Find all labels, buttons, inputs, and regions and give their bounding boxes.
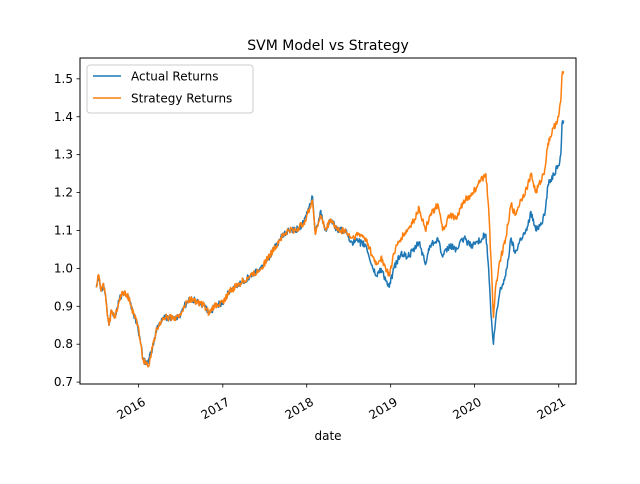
y-tick-label: 1.5 [54,72,73,86]
y-axis: 0.7 0.8 0.9 1.0 1.1 1.2 1.3 1.4 1.5 [54,72,80,389]
series-line-strategy-returns [95,70,565,368]
y-tick-label: 1.2 [54,186,73,200]
legend-label-strategy-returns: Strategy Returns [131,92,232,106]
y-tick-label: 1.3 [54,148,73,162]
y-tick-label: 1.1 [54,223,73,237]
axes-frame [79,57,577,385]
y-tick-label: 0.9 [54,299,73,313]
x-axis-label: date [314,429,341,443]
legend-label-actual-returns: Actual Returns [131,70,218,84]
y-tick-label: 1.0 [54,261,73,275]
y-tick-label: 0.8 [54,337,73,351]
y-tick-label: 1.4 [54,110,73,124]
y-tick-label: 0.7 [54,375,73,389]
chart-title: SVM Model vs Strategy [247,38,409,54]
legend-box [86,64,254,114]
series-layer [95,70,565,368]
legend: Actual Returns Strategy Returns [86,64,254,114]
